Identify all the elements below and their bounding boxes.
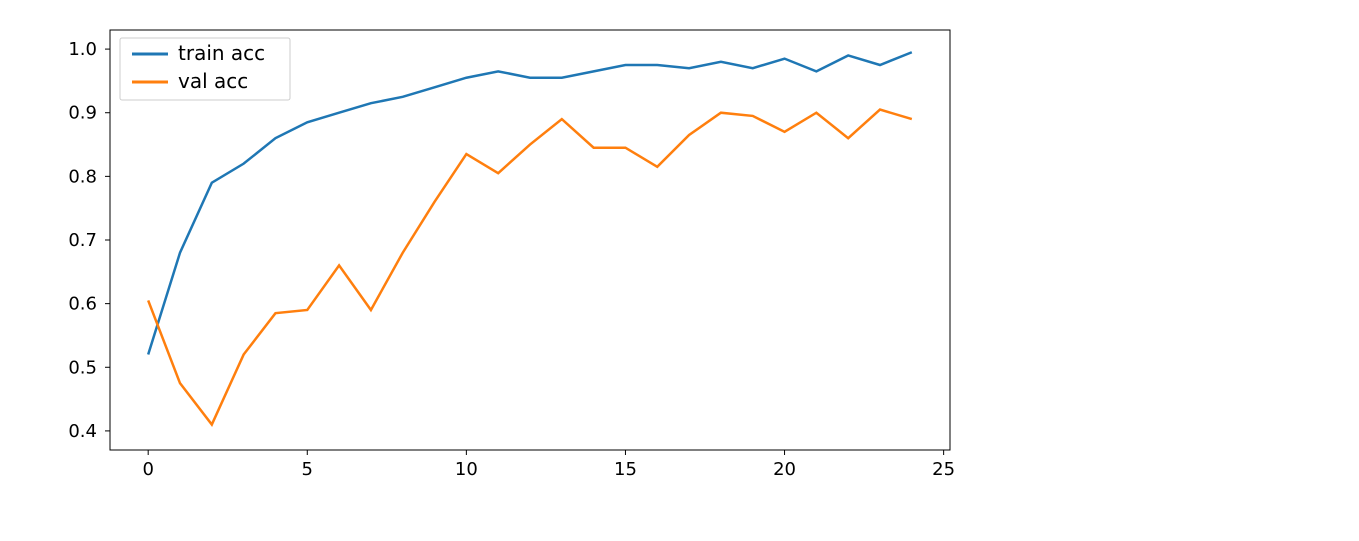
y-tick-label: 1.0: [68, 39, 97, 60]
chart-container: 0 5 10 15 20 25 0.4 0.5 0.6 0.7 0.8 0.9 1.0 train acc…: [0, 0, 1359, 537]
line-chart: 0 5 10 15 20 25 0.4 0.5 0.6 0.7 0.8 0.9 1.0 train acc…: [0, 0, 1359, 537]
x-tick-label: 15: [614, 459, 637, 480]
y-tick-label: 0.5: [68, 357, 97, 378]
x-tick-label: 20: [773, 459, 796, 480]
y-tick-label: 0.7: [68, 230, 97, 251]
y-tick-label: 0.9: [68, 103, 97, 124]
series-1: [148, 110, 912, 425]
legend-label-0: train acc: [178, 41, 265, 65]
x-tick-label: 5: [302, 459, 313, 480]
legend-label-1: val acc: [178, 69, 248, 93]
x-tick-label: 10: [455, 459, 478, 480]
x-tick-label: 25: [932, 459, 955, 480]
y-tick-label: 0.6: [68, 294, 97, 315]
x-tick-label: 0: [142, 459, 153, 480]
y-tick-label: 0.8: [68, 166, 97, 187]
y-tick-label: 0.4: [68, 421, 97, 442]
